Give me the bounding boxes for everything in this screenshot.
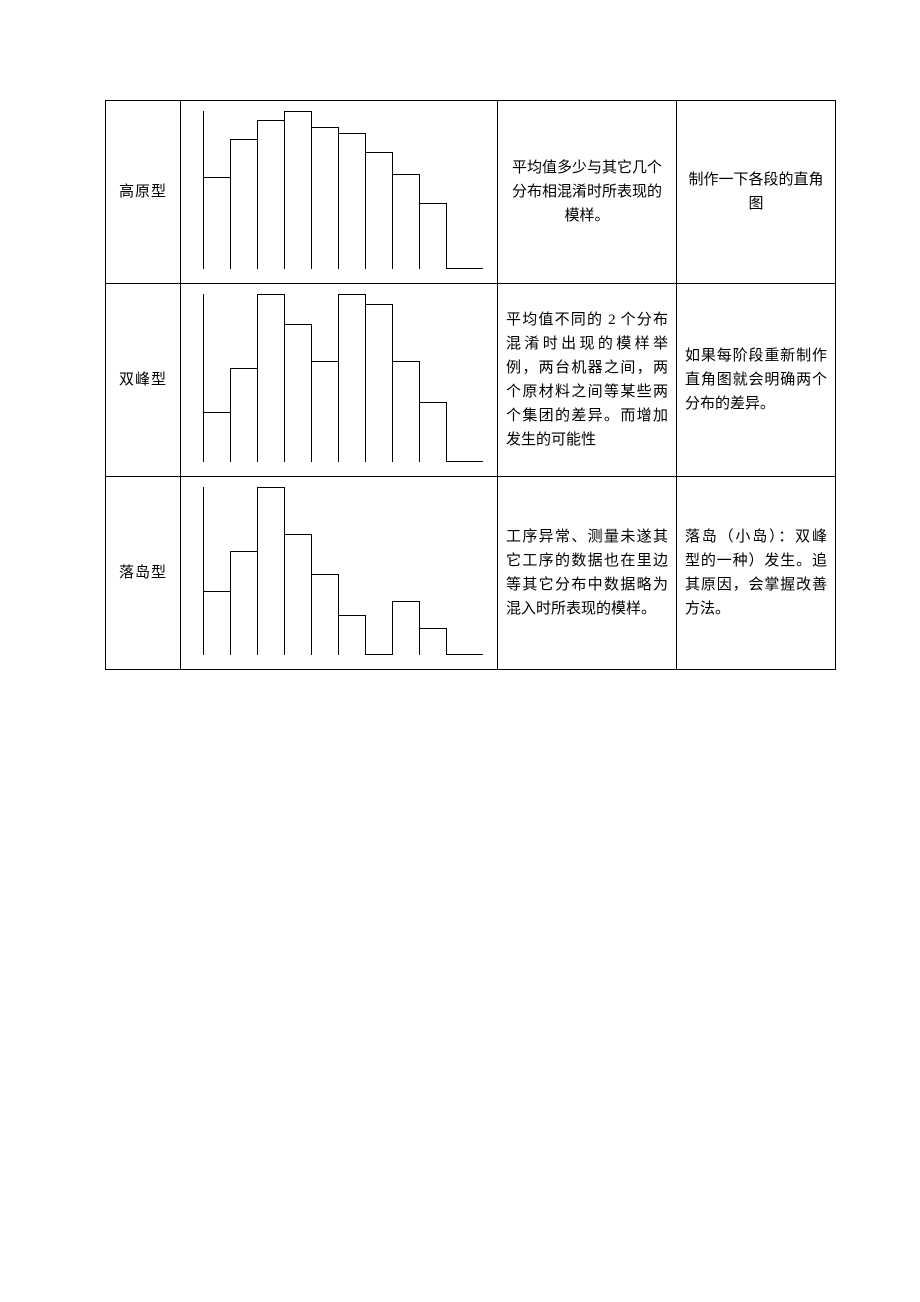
bar xyxy=(365,304,393,462)
bar xyxy=(257,487,285,655)
note-cell: 如果每阶段重新制作直角图就会明确两个分布的差异。 xyxy=(677,284,836,477)
bars-container xyxy=(203,111,483,269)
chart-cell xyxy=(181,284,498,477)
description-cell: 平均值多少与其它几个分布相混淆时所表现的模样。 xyxy=(498,101,677,284)
histogram-chart xyxy=(189,290,489,470)
description-cell: 工序异常、测量未遂其它工序的数据也在里边等其它分布中数据略为混入时所表现的模样。 xyxy=(498,477,677,670)
bar xyxy=(311,574,339,655)
type-cell: 高原型 xyxy=(106,101,181,284)
bar xyxy=(419,628,447,655)
bar xyxy=(419,203,447,269)
bar xyxy=(203,591,231,655)
chart-cell xyxy=(181,101,498,284)
table-row: 高原型 平均值多少与其它几个分布相混淆时所表现的模样。制作一下各段的直角图 xyxy=(106,101,836,284)
histogram-chart xyxy=(189,107,489,277)
page: 高原型 平均值多少与其它几个分布相混淆时所表现的模样。制作一下各段的直角图双峰型 平… xyxy=(0,0,920,670)
bar xyxy=(338,133,366,269)
table-row: 双峰型 平均值不同的 2 个分布混淆时出现的模样举例，两台机器之间，两个原材料之间… xyxy=(106,284,836,477)
type-cell: 落岛型 xyxy=(106,477,181,670)
chart-cell xyxy=(181,477,498,670)
bar xyxy=(392,361,420,462)
bar xyxy=(338,294,366,462)
bar xyxy=(257,294,285,462)
bar xyxy=(392,601,420,655)
histogram-types-table: 高原型 平均值多少与其它几个分布相混淆时所表现的模样。制作一下各段的直角图双峰型 平… xyxy=(105,100,836,670)
table-body: 高原型 平均值多少与其它几个分布相混淆时所表现的模样。制作一下各段的直角图双峰型 平… xyxy=(106,101,836,670)
bar xyxy=(419,402,447,462)
bar xyxy=(230,139,258,269)
bar xyxy=(230,368,258,462)
bar xyxy=(203,412,231,462)
bar xyxy=(284,324,312,462)
bar xyxy=(284,534,312,655)
bar xyxy=(284,111,312,269)
bar xyxy=(230,551,258,655)
bar xyxy=(257,120,285,269)
table-row: 落岛型 工序异常、测量未遂其它工序的数据也在里边等其它分布中数据略为混入时所表现的… xyxy=(106,477,836,670)
bar xyxy=(365,152,393,269)
bars-container xyxy=(203,294,483,462)
bar xyxy=(392,174,420,269)
bars-container xyxy=(203,487,483,655)
description-cell: 平均值不同的 2 个分布混淆时出现的模样举例，两台机器之间，两个原材料之间等某些… xyxy=(498,284,677,477)
bar xyxy=(311,361,339,462)
bar xyxy=(338,615,366,655)
type-cell: 双峰型 xyxy=(106,284,181,477)
histogram-chart xyxy=(189,483,489,663)
note-cell: 落岛（小岛）：双峰型的一种）发生。追其原因，会掌握改善方法。 xyxy=(677,477,836,670)
bar xyxy=(311,127,339,269)
note-cell: 制作一下各段的直角图 xyxy=(677,101,836,284)
bar xyxy=(203,177,231,269)
